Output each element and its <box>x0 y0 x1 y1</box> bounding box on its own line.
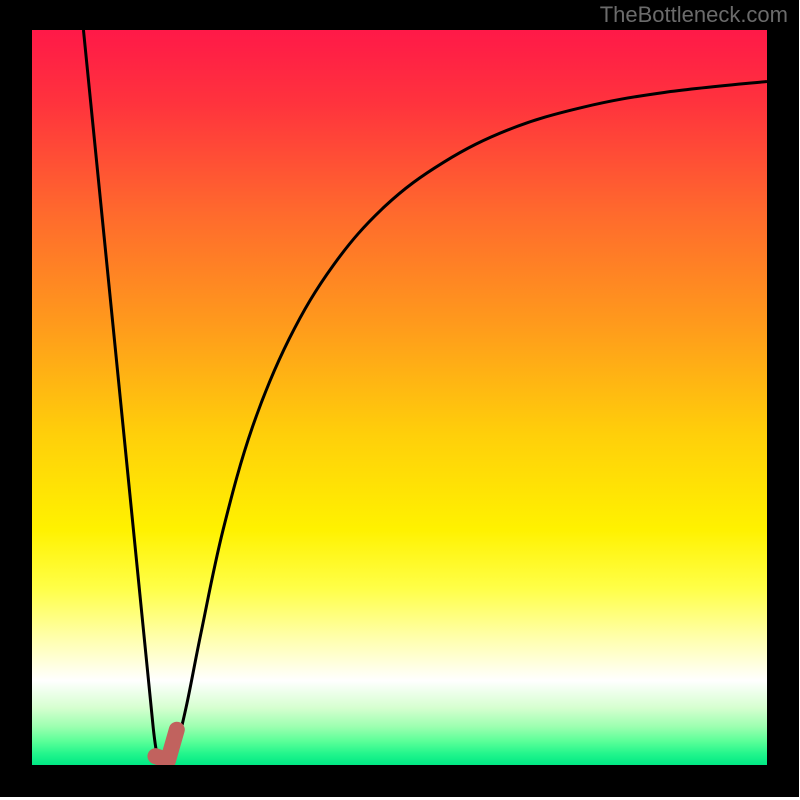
chart-container: TheBottleneck.com <box>0 0 800 800</box>
chart-svg <box>0 0 800 800</box>
plot-background <box>32 30 767 765</box>
watermark-text: TheBottleneck.com <box>600 2 788 28</box>
